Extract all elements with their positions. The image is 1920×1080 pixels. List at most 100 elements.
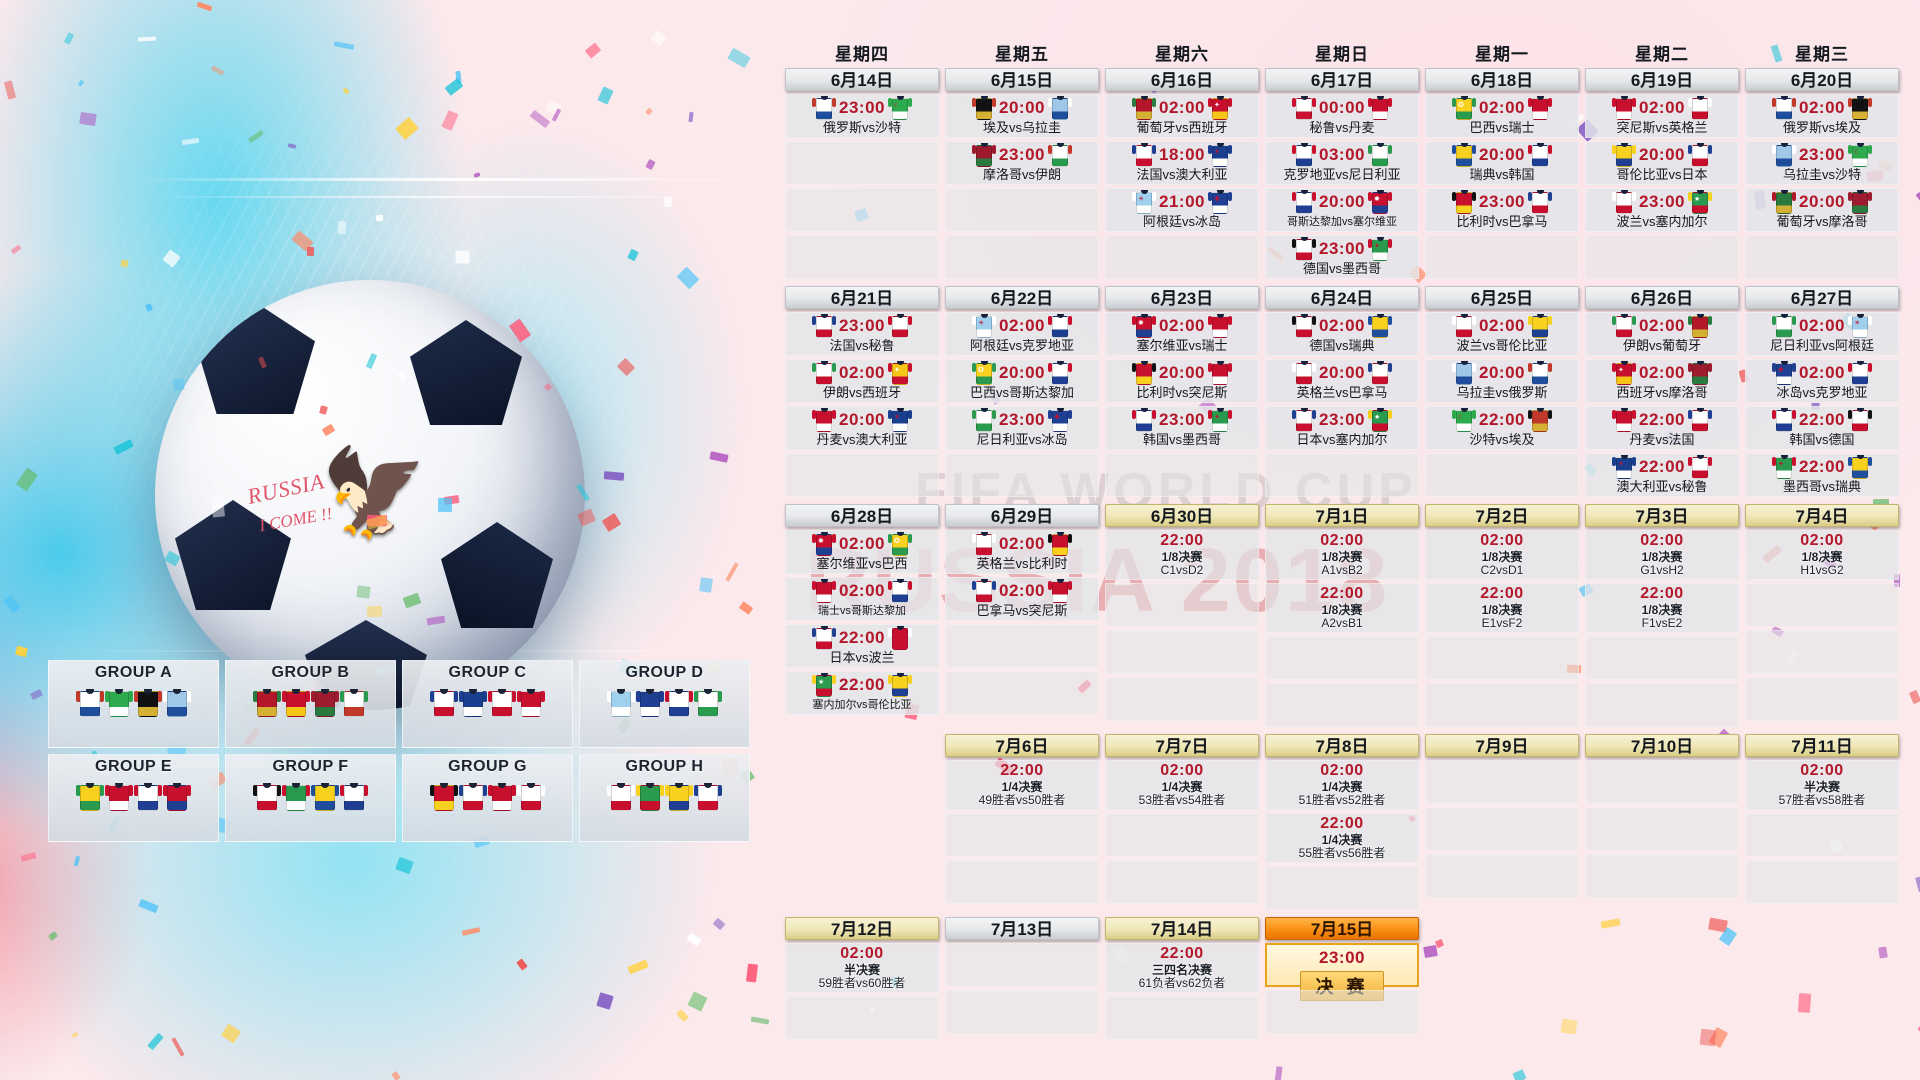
group-match-cell[interactable]: ✚ 02:00 ▦ 冰岛vs克罗地亚 bbox=[1745, 359, 1899, 403]
day-header-7月6日[interactable]: 7月6日 bbox=[945, 734, 1099, 757]
group-match-cell[interactable]: 18:00 ✶ 法国vs澳大利亚 bbox=[1105, 141, 1259, 185]
knockout-match-cell[interactable]: 02:00 1/4决赛 53胜者vs54胜者 bbox=[1105, 760, 1259, 810]
day-header-6月26日[interactable]: 6月26日 bbox=[1585, 286, 1739, 309]
group-match-cell[interactable]: 23:00 ✦ 德国vs墨西哥 bbox=[1265, 235, 1419, 279]
group-match-cell[interactable]: ۞ 02:00 ✦ 伊朗vs西班牙 bbox=[785, 359, 939, 403]
group-match-cell[interactable]: ★ 02:00 ☾ 巴拿马vs突尼斯 bbox=[945, 577, 1099, 621]
day-header-6月16日[interactable]: 6月16日 bbox=[1105, 68, 1259, 91]
day-header-6月23日[interactable]: 6月23日 bbox=[1105, 286, 1259, 309]
group-match-cell[interactable]: ● 23:00 ★ 日本vs塞内加尔 bbox=[1265, 406, 1419, 450]
group-match-cell[interactable]: 20:00 ✹ 哥斯达黎加vs塞尔维亚 bbox=[1265, 188, 1419, 232]
group-match-cell[interactable]: 02:00 ☀ 尼日利亚vs阿根廷 bbox=[1745, 312, 1899, 356]
day-header-6月22日[interactable]: 6月22日 bbox=[945, 286, 1099, 309]
group-match-cell[interactable]: 23:00 ★ 波兰vs塞内加尔 bbox=[1585, 188, 1739, 232]
knockout-match-cell[interactable]: 22:00 1/4决赛 49胜者vs50胜者 bbox=[945, 760, 1099, 810]
day-header-7月15日[interactable]: 7月15日 bbox=[1265, 917, 1419, 940]
group-match-cell[interactable]: ۞ 02:00 伊朗vs葡萄牙 bbox=[1585, 312, 1739, 356]
group-card-group-a[interactable]: GROUP A bbox=[48, 660, 219, 748]
day-header-7月13日[interactable]: 7月13日 bbox=[945, 917, 1099, 940]
day-header-6月17日[interactable]: 6月17日 bbox=[1265, 68, 1419, 91]
day-header-6月27日[interactable]: 6月27日 bbox=[1745, 286, 1899, 309]
knockout-match-cell[interactable]: 22:00 1/4决赛 55胜者vs56胜者 bbox=[1265, 813, 1419, 863]
day-header-6月20日[interactable]: 6月20日 bbox=[1745, 68, 1899, 91]
group-match-cell[interactable]: ☀ 02:00 ▦ 阿根廷vs克罗地亚 bbox=[945, 312, 1099, 356]
day-header-6月15日[interactable]: 6月15日 bbox=[945, 68, 1099, 91]
day-header-6月14日[interactable]: 6月14日 bbox=[785, 68, 939, 91]
day-header-7月3日[interactable]: 7月3日 bbox=[1585, 504, 1739, 527]
group-match-cell[interactable]: ✶ 22:00 澳大利亚vs秘鲁 bbox=[1585, 453, 1739, 497]
day-header-7月14日[interactable]: 7月14日 bbox=[1105, 917, 1259, 940]
knockout-match-cell[interactable]: 22:00 1/8决赛 F1vsE2 bbox=[1585, 583, 1739, 633]
group-match-cell[interactable]: 23:00 ✚ 尼日利亚vs冰岛 bbox=[945, 406, 1099, 450]
group-match-cell[interactable]: 23:00 ★ 比利时vs巴拿马 bbox=[1425, 188, 1579, 232]
day-header-6月25日[interactable]: 6月25日 bbox=[1425, 286, 1579, 309]
group-match-cell[interactable]: 20:00 ☯ 瑞典vs韩国 bbox=[1425, 141, 1579, 185]
group-card-group-e[interactable]: GROUP E bbox=[48, 754, 219, 842]
group-card-group-c[interactable]: GROUP C bbox=[402, 660, 573, 748]
final-match-cell[interactable]: 23:00 决 赛 bbox=[1265, 943, 1419, 1001]
group-match-cell[interactable]: 20:00 ☾ 比利时vs突尼斯 bbox=[1105, 359, 1259, 403]
day-header-7月7日[interactable]: 7月7日 bbox=[1105, 734, 1259, 757]
day-header-6月29日[interactable]: 6月29日 bbox=[945, 504, 1099, 527]
group-match-cell[interactable]: 20:00 ✶ 丹麦vs澳大利亚 bbox=[785, 406, 939, 450]
group-match-cell[interactable]: ● 22:00 日本vs波兰 bbox=[785, 624, 939, 668]
knockout-match-cell[interactable]: 02:00 1/8决赛 A1vsB2 bbox=[1265, 530, 1419, 580]
group-match-cell[interactable]: ✚ 02:00 英格兰vs比利时 bbox=[945, 530, 1099, 574]
group-match-cell[interactable]: ✦ 22:00 墨西哥vs瑞典 bbox=[1745, 453, 1899, 497]
group-match-cell[interactable]: ✹ 02:00 ✚ 塞尔维亚vs瑞士 bbox=[1105, 312, 1259, 356]
group-card-group-f[interactable]: GROUP F bbox=[225, 754, 396, 842]
knockout-match-cell[interactable]: 22:00 三四名决赛 61负者vs62负者 bbox=[1105, 943, 1259, 993]
day-header-7月11日[interactable]: 7月11日 bbox=[1745, 734, 1899, 757]
group-card-group-g[interactable]: GROUP G bbox=[402, 754, 573, 842]
day-header-7月4日[interactable]: 7月4日 bbox=[1745, 504, 1899, 527]
day-header-6月21日[interactable]: 6月21日 bbox=[785, 286, 939, 309]
group-match-cell[interactable]: 20:00 ● 哥伦比亚vs日本 bbox=[1585, 141, 1739, 185]
day-header-7月10日[interactable]: 7月10日 bbox=[1585, 734, 1739, 757]
knockout-match-cell[interactable]: 02:00 1/4决赛 51胜者vs52胜者 bbox=[1265, 760, 1419, 810]
day-header-7月2日[interactable]: 7月2日 bbox=[1425, 504, 1579, 527]
knockout-match-cell[interactable]: 02:00 1/8决赛 G1vsH2 bbox=[1585, 530, 1739, 580]
group-match-cell[interactable]: ✪ 02:00 ✚ 巴西vs瑞士 bbox=[1425, 94, 1579, 138]
group-match-cell[interactable]: 02:00 波兰vs哥伦比亚 bbox=[1425, 312, 1579, 356]
knockout-match-cell[interactable]: 22:00 1/8决赛 E1vsF2 bbox=[1425, 583, 1579, 633]
group-card-group-b[interactable]: GROUP B bbox=[225, 660, 396, 748]
group-match-cell[interactable]: 23:00 法国vs秘鲁 bbox=[785, 312, 939, 356]
group-match-cell[interactable]: 20:00 埃及vs乌拉圭 bbox=[945, 94, 1099, 138]
knockout-match-cell[interactable]: 02:00 半决赛 59胜者vs60胜者 bbox=[785, 943, 939, 993]
group-match-cell[interactable]: 20:00 葡萄牙vs摩洛哥 bbox=[1745, 188, 1899, 232]
group-match-cell[interactable]: 22:00 丹麦vs法国 bbox=[1585, 406, 1739, 450]
day-header-6月24日[interactable]: 6月24日 bbox=[1265, 286, 1419, 309]
group-match-cell[interactable]: ✪ 20:00 巴西vs哥斯达黎加 bbox=[945, 359, 1099, 403]
day-header-7月9日[interactable]: 7月9日 bbox=[1425, 734, 1579, 757]
group-match-cell[interactable]: ☯ 22:00 韩国vs德国 bbox=[1745, 406, 1899, 450]
group-match-cell[interactable]: 23:00 ☾ 乌拉圭vs沙特 bbox=[1745, 141, 1899, 185]
group-card-group-h[interactable]: GROUP H bbox=[579, 754, 750, 842]
group-match-cell[interactable]: 02:00 德国vs瑞典 bbox=[1265, 312, 1419, 356]
group-match-cell[interactable]: ☯ 23:00 ✦ 韩国vs墨西哥 bbox=[1105, 406, 1259, 450]
knockout-match-cell[interactable]: 02:00 1/8决赛 H1vsG2 bbox=[1745, 530, 1899, 580]
group-match-cell[interactable]: ✚ 20:00 ★ 英格兰vs巴拿马 bbox=[1265, 359, 1419, 403]
group-match-cell[interactable]: ★ 22:00 塞内加尔vs哥伦比亚 bbox=[785, 671, 939, 715]
day-header-7月8日[interactable]: 7月8日 bbox=[1265, 734, 1419, 757]
group-match-cell[interactable]: ✦ 02:00 西班牙vs摩洛哥 bbox=[1585, 359, 1739, 403]
day-header-7月1日[interactable]: 7月1日 bbox=[1265, 504, 1419, 527]
day-header-6月30日[interactable]: 6月30日 bbox=[1105, 504, 1259, 527]
knockout-match-cell[interactable]: 22:00 1/8决赛 A2vsB1 bbox=[1265, 583, 1419, 633]
group-match-cell[interactable]: 23:00 ☾ 俄罗斯vs沙特 bbox=[785, 94, 939, 138]
knockout-match-cell[interactable]: 22:00 1/8决赛 C1vsD2 bbox=[1105, 530, 1259, 580]
day-header-6月18日[interactable]: 6月18日 bbox=[1425, 68, 1579, 91]
group-match-cell[interactable]: 00:00 秘鲁vs丹麦 bbox=[1265, 94, 1419, 138]
day-header-6月28日[interactable]: 6月28日 bbox=[785, 504, 939, 527]
group-match-cell[interactable]: 02:00 ✦ 葡萄牙vs西班牙 bbox=[1105, 94, 1259, 138]
group-match-cell[interactable]: 23:00 ۞ 摩洛哥vs伊朗 bbox=[945, 141, 1099, 185]
knockout-match-cell[interactable]: 02:00 1/8决赛 C2vsD1 bbox=[1425, 530, 1579, 580]
group-match-cell[interactable]: ☀ 21:00 ✚ 阿根廷vs冰岛 bbox=[1105, 188, 1259, 232]
group-match-cell[interactable]: ✚ 02:00 瑞士vs哥斯达黎加 bbox=[785, 577, 939, 621]
group-match-cell[interactable]: ☾ 22:00 沙特vs埃及 bbox=[1425, 406, 1579, 450]
group-card-group-d[interactable]: GROUP D bbox=[579, 660, 750, 748]
group-match-cell[interactable]: ☾ 02:00 ✚ 突尼斯vs英格兰 bbox=[1585, 94, 1739, 138]
group-match-cell[interactable]: 20:00 乌拉圭vs俄罗斯 bbox=[1425, 359, 1579, 403]
knockout-match-cell[interactable]: 02:00 半决赛 57胜者vs58胜者 bbox=[1745, 760, 1899, 810]
group-match-cell[interactable]: 02:00 俄罗斯vs埃及 bbox=[1745, 94, 1899, 138]
group-match-cell[interactable]: ✹ 02:00 ✪ 塞尔维亚vs巴西 bbox=[785, 530, 939, 574]
